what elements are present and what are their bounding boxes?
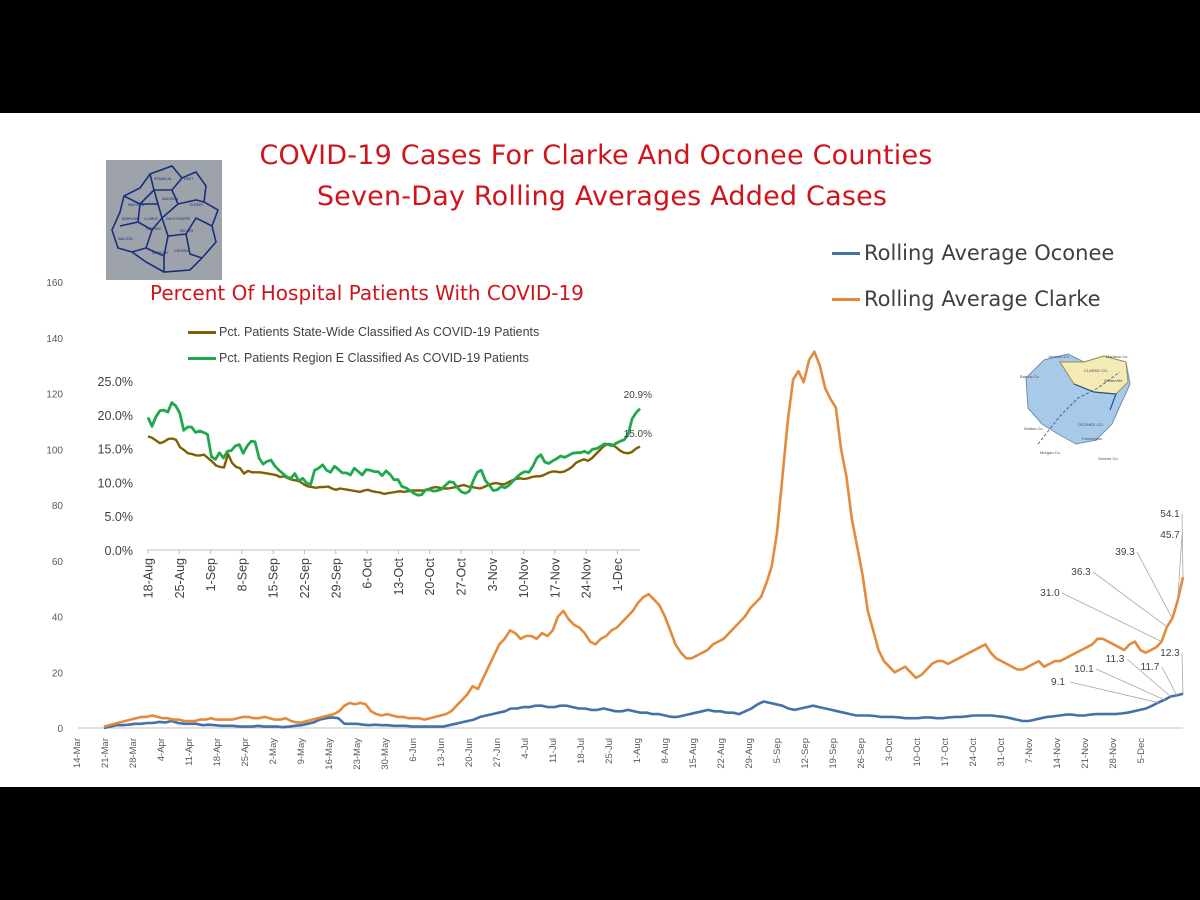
inset-legend-item-region-e: Pct. Patients Region E Classified As COV… — [188, 345, 539, 371]
svg-text:OGLETHORPE: OGLETHORPE — [166, 217, 191, 221]
svg-text:ELBERT: ELBERT — [190, 203, 204, 207]
svg-text:Greene Co.: Greene Co. — [1098, 456, 1119, 461]
svg-text:Walton Co.: Walton Co. — [1024, 426, 1044, 431]
svg-text:MORGAN: MORGAN — [152, 251, 168, 255]
inset-legend: Pct. Patients State-Wide Classified As C… — [188, 319, 539, 371]
legend-swatch-clarke — [832, 297, 860, 301]
legend-swatch-oconee — [832, 251, 860, 255]
legend-item-clarke: Rolling Average Clarke — [832, 276, 1114, 322]
svg-text:FRANKLIN: FRANKLIN — [154, 177, 172, 181]
svg-text:CLARKE: CLARKE — [144, 217, 159, 221]
svg-text:Farmington: Farmington — [1082, 436, 1102, 441]
svg-text:GREENE: GREENE — [174, 249, 189, 253]
svg-text:Madison Co.: Madison Co. — [1106, 354, 1128, 359]
inset-legend-swatch-region-e — [188, 356, 216, 360]
svg-text:HART: HART — [184, 177, 194, 181]
svg-text:Barrow Co.: Barrow Co. — [1020, 374, 1040, 379]
svg-text:WILKES: WILKES — [180, 229, 194, 233]
inset-legend-label-statewide: Pct. Patients State-Wide Classified As C… — [219, 325, 540, 339]
clarke-oconee-map-image: Jackson Co. Madison Co. Barrow Co. CLARKE … — [1020, 348, 1144, 466]
svg-text:OCONEE: OCONEE — [146, 227, 162, 231]
inset-legend-label-region-e: Pct. Patients Region E Classified As COV… — [219, 351, 529, 365]
legend-item-oconee: Rolling Average Oconee — [832, 230, 1114, 276]
inset-legend-swatch-statewide — [188, 330, 216, 334]
inset-legend-item-statewide: Pct. Patients State-Wide Classified As C… — [188, 319, 539, 345]
svg-text:Morgan Co.: Morgan Co. — [1040, 450, 1061, 455]
main-legend: Rolling Average Oconee Rolling Average C… — [832, 230, 1114, 322]
inset-chart-title: Percent Of Hospital Patients With COVID-… — [150, 281, 584, 305]
svg-text:MADISON: MADISON — [162, 197, 179, 201]
svg-text:BARROW: BARROW — [122, 217, 138, 221]
svg-text:MADISON: MADISON — [128, 203, 145, 207]
legend-label-clarke: Rolling Average Clarke — [864, 287, 1101, 311]
svg-text:Jackson Co.: Jackson Co. — [1048, 354, 1070, 359]
svg-text:CLARKE CO.: CLARKE CO. — [1084, 368, 1108, 373]
chart-title-line-2: Seven-Day Rolling Averages Added Cases — [316, 181, 888, 212]
chart-title-line-1: COVID-19 Cases For Clarke And Oconee Cou… — [259, 140, 933, 171]
svg-text:OCONEE CO.: OCONEE CO. — [1078, 422, 1104, 427]
svg-text:WALTON: WALTON — [118, 237, 133, 241]
legend-label-oconee: Rolling Average Oconee — [864, 241, 1115, 265]
region-e-map-image: FRANKLIN HART MADISON MADISON ELBERT BARROW… — [106, 160, 222, 280]
svg-text:Winterville: Winterville — [1104, 378, 1123, 383]
